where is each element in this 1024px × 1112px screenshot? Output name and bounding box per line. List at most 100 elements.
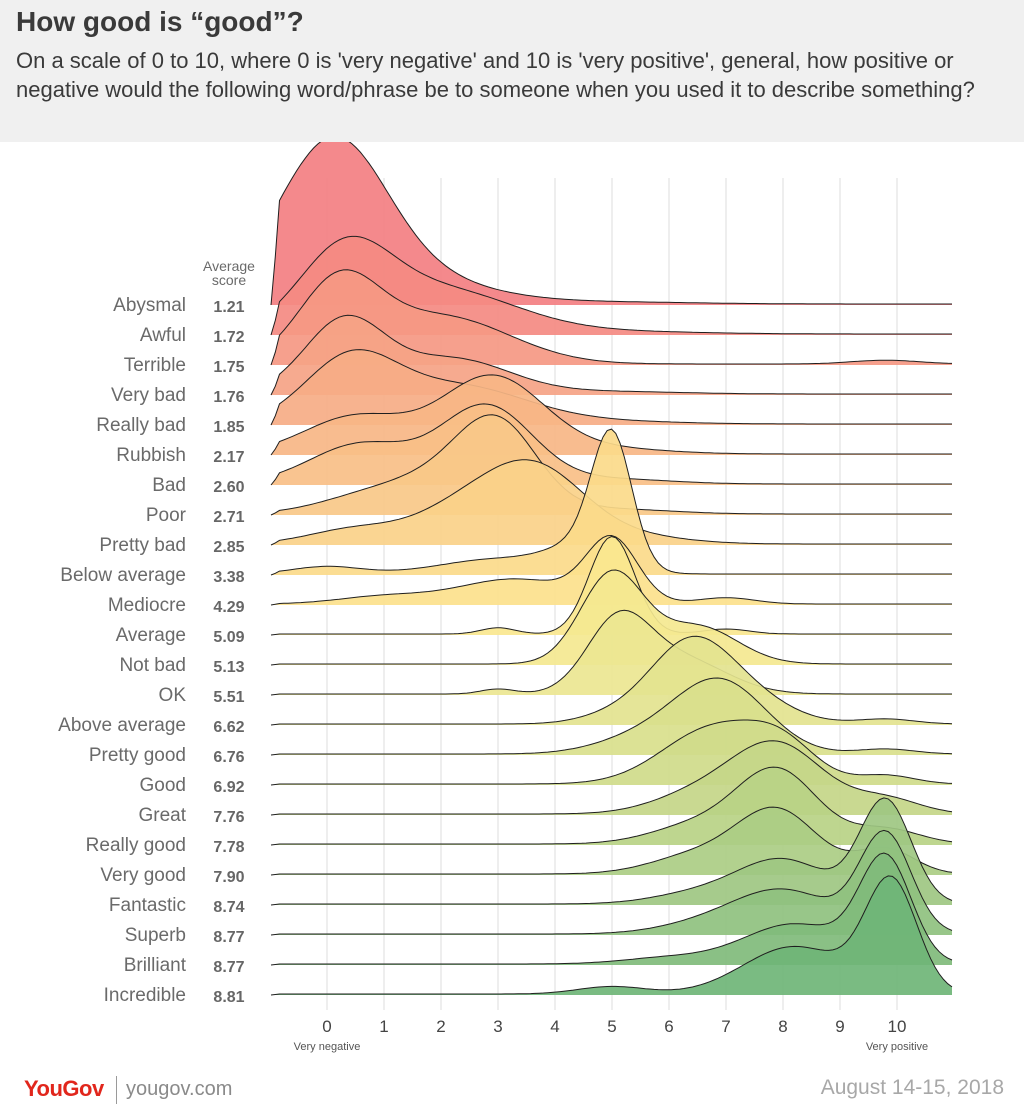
row-label: Really bad <box>96 415 186 436</box>
ridge-outline <box>270 235 952 336</box>
row-average: 7.78 <box>213 839 244 856</box>
ridge-area <box>271 429 952 575</box>
row-average: 6.76 <box>213 749 244 766</box>
ridge-outline <box>270 852 953 966</box>
x-tick-label-8: 8 <box>778 1017 787 1036</box>
ridge-area <box>271 853 952 965</box>
ridge-outline <box>270 797 953 906</box>
x-tick-label-3: 3 <box>493 1017 502 1036</box>
ridge-outline <box>270 349 952 426</box>
ridge-outline <box>270 719 953 786</box>
row-average: 8.81 <box>213 989 244 1006</box>
ridge-outline <box>270 535 952 636</box>
ridge-below-average <box>270 428 952 576</box>
row-average: 2.60 <box>213 479 244 496</box>
ridge-area <box>271 610 952 695</box>
row-label: Poor <box>146 505 187 526</box>
x-max-label: Very positive <box>866 1041 928 1053</box>
row-label: Terrible <box>124 355 186 376</box>
row-average: 1.21 <box>213 299 244 316</box>
header-band: How good is “good”? On a scale of 0 to 1… <box>0 0 1024 142</box>
row-label: Very bad <box>111 385 186 406</box>
row-average: 3.38 <box>213 569 244 586</box>
x-tick-label-4: 4 <box>550 1017 559 1036</box>
ridge-outline <box>270 428 952 576</box>
row-label: Fantastic <box>109 895 186 916</box>
ridge-outline <box>270 875 953 996</box>
row-label: Pretty good <box>89 745 186 766</box>
ridge-outline <box>270 806 953 876</box>
x-tick-label-0: 0 <box>322 1017 331 1036</box>
row-average: 5.09 <box>213 629 244 646</box>
ridge-area <box>271 875 952 995</box>
row-average: 7.76 <box>213 809 244 826</box>
ridge-area <box>271 797 952 905</box>
x-tick-label-1: 1 <box>379 1017 388 1036</box>
footer-divider <box>116 1076 117 1104</box>
avg-header-line1: Average <box>203 258 255 274</box>
row-label: Above average <box>58 715 186 736</box>
ridge-area <box>271 830 952 935</box>
ridge-outline <box>270 766 953 846</box>
row-average: 2.17 <box>213 449 244 466</box>
row-label: Bad <box>152 475 186 496</box>
row-label: Good <box>140 775 186 796</box>
row-label: Below average <box>60 565 186 586</box>
ridge-fantastic <box>270 797 953 906</box>
ridge-awful <box>270 235 952 336</box>
row-label: Not bad <box>119 655 186 676</box>
row-label: Average <box>116 625 186 646</box>
chart-subtitle: On a scale of 0 to 10, where 0 is 'very … <box>16 48 975 102</box>
x-tick-label-5: 5 <box>607 1017 616 1036</box>
ridge-outline <box>270 829 953 936</box>
ridge-outline <box>270 677 953 756</box>
ridge-outline <box>270 142 952 306</box>
x-tick-label-7: 7 <box>721 1017 730 1036</box>
x-tick-label-2: 2 <box>436 1017 445 1036</box>
ridge-above-average <box>270 635 953 726</box>
row-average: 1.75 <box>213 359 244 376</box>
ridge-outline <box>270 635 953 726</box>
ridge-outline <box>270 269 953 366</box>
ridge-outline <box>270 534 952 606</box>
ridge-area <box>271 636 952 725</box>
x-tick-label-6: 6 <box>664 1017 673 1036</box>
row-label: Brilliant <box>124 955 187 976</box>
row-label: Mediocre <box>108 595 186 616</box>
ridge-area <box>271 414 952 515</box>
ridge-abysmal <box>270 142 952 306</box>
row-average: 8.74 <box>213 899 244 916</box>
ridge-outline <box>270 609 952 696</box>
row-average: 2.71 <box>213 509 244 526</box>
row-label: Awful <box>140 325 186 346</box>
ridge-area <box>271 142 952 305</box>
ridge-brilliant <box>270 852 953 966</box>
avg-header-line2: score <box>212 272 246 288</box>
ridge-terrible <box>270 269 953 366</box>
ridge-ok <box>270 609 952 696</box>
chart-title: How good is “good”? <box>16 6 304 37</box>
ridge-outline <box>270 740 953 816</box>
row-average: 5.51 <box>213 689 244 706</box>
row-label: Really good <box>86 835 186 856</box>
row-label: Abysmal <box>113 295 186 316</box>
ridge-area <box>271 459 952 545</box>
ridge-incredible <box>270 875 953 996</box>
row-average: 2.85 <box>213 539 244 556</box>
ridge-very-bad <box>270 314 952 396</box>
x-tick-label-10: 10 <box>888 1017 907 1036</box>
ridge-area <box>271 236 952 335</box>
ridge-outline <box>270 314 952 396</box>
ridge-area <box>271 269 952 365</box>
yougov-logo: YouGov <box>24 1076 104 1101</box>
row-label: Superb <box>125 925 186 946</box>
row-label: Rubbish <box>116 445 186 466</box>
row-average: 1.76 <box>213 389 244 406</box>
row-average: 4.29 <box>213 599 244 616</box>
x-tick-label-9: 9 <box>835 1017 844 1036</box>
footer-date: August 14-15, 2018 <box>820 1076 1004 1099</box>
ridge-outline <box>270 569 952 666</box>
row-average: 8.77 <box>213 929 244 946</box>
ridge-area <box>271 315 952 395</box>
footer-website: yougov.com <box>126 1078 233 1100</box>
